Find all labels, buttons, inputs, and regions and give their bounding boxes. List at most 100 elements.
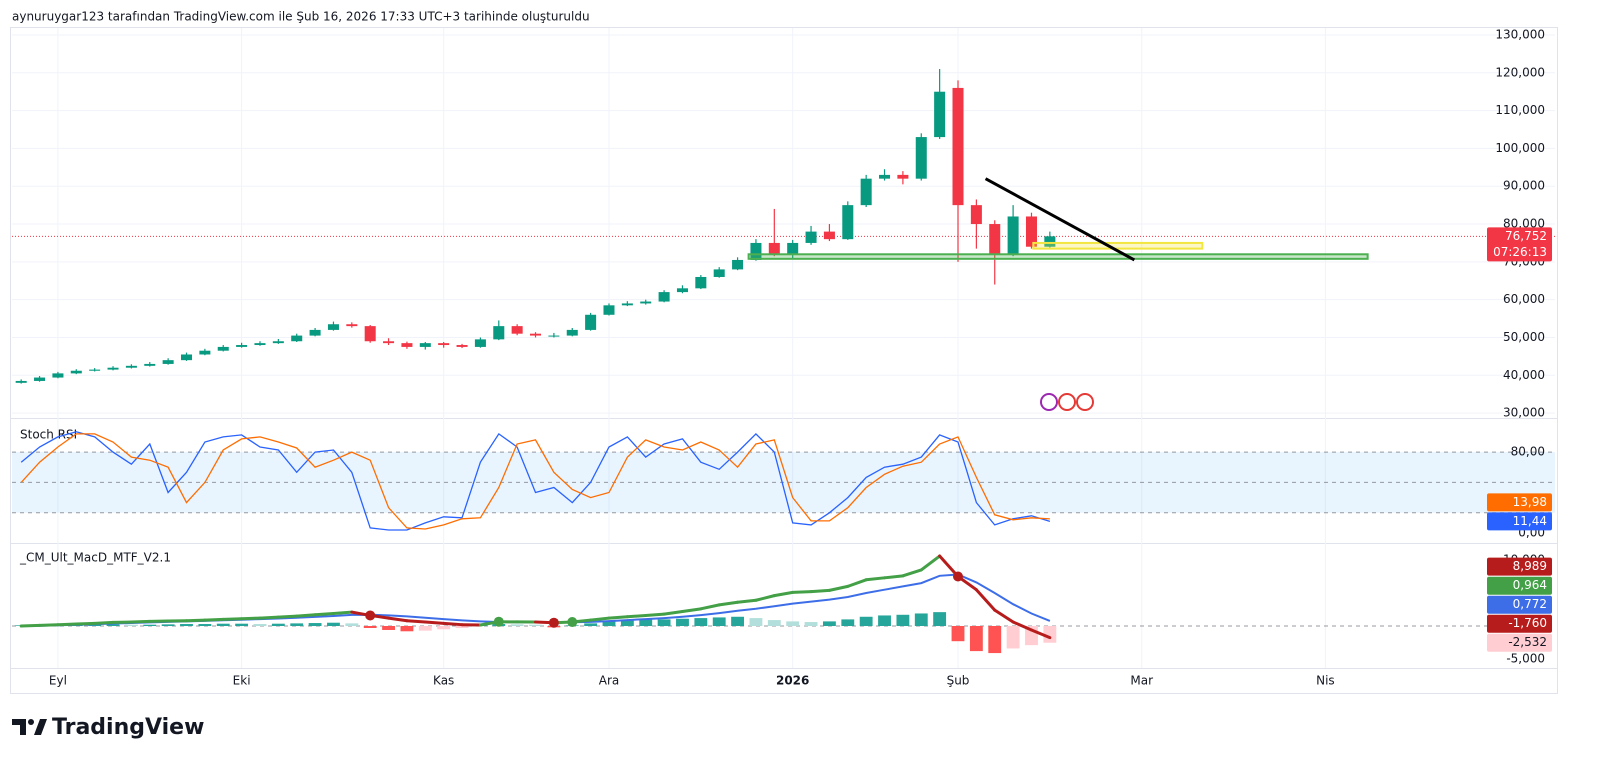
last-price-box bbox=[1487, 227, 1552, 262]
x-tick-label: Nis bbox=[1316, 674, 1335, 688]
countdown: 07:26:13 bbox=[1493, 245, 1547, 259]
y-tick-label: 120,000 bbox=[1495, 65, 1545, 79]
candle-body bbox=[989, 224, 1001, 255]
x-tick-label: 2026 bbox=[776, 674, 809, 688]
macd-segment bbox=[295, 613, 317, 618]
macd-readout-box bbox=[1487, 633, 1552, 652]
histogram-bar bbox=[896, 614, 910, 627]
candle-body bbox=[493, 326, 505, 340]
candle-body bbox=[530, 333, 542, 336]
icon[interactable] bbox=[1058, 393, 1076, 411]
stoch-line bbox=[20, 433, 1050, 530]
icon[interactable] bbox=[1040, 393, 1058, 411]
histogram-bar bbox=[639, 619, 653, 627]
histogram-bar bbox=[969, 626, 983, 652]
cross-dot bbox=[953, 571, 964, 582]
macd-segment bbox=[607, 615, 629, 620]
histogram-bar bbox=[988, 626, 1002, 654]
macd-segment bbox=[662, 609, 684, 616]
candle-body bbox=[162, 360, 174, 364]
candle-body bbox=[805, 231, 817, 243]
histogram-bar bbox=[529, 624, 542, 627]
macd-segment bbox=[203, 617, 225, 622]
cross-dot bbox=[567, 617, 578, 628]
macd-segment bbox=[442, 621, 464, 627]
histogram-bar bbox=[363, 626, 377, 628]
macd-segment bbox=[625, 613, 648, 619]
y-tick-label: 130,000 bbox=[1495, 27, 1545, 41]
pane-title: _CM_Ult_MacD_MTF_V2.1 bbox=[19, 551, 171, 565]
candle-body bbox=[695, 276, 707, 289]
macd-segment bbox=[423, 620, 446, 625]
macd-readout: 0,964 bbox=[1513, 578, 1547, 592]
y-tick-label: 40,000 bbox=[1503, 368, 1545, 382]
candle-body bbox=[1025, 216, 1037, 247]
candle-body bbox=[309, 329, 321, 336]
histogram-bar bbox=[951, 626, 965, 642]
last-price-label: 76,752 bbox=[1505, 229, 1547, 243]
y-tick-label: 80,00 bbox=[1511, 445, 1545, 459]
histogram-bar bbox=[106, 624, 120, 627]
y-tick-label: 100,000 bbox=[1495, 141, 1545, 155]
candle-body bbox=[346, 324, 358, 327]
macd-segment bbox=[405, 619, 427, 624]
candle-body bbox=[879, 174, 891, 179]
candle-body bbox=[272, 341, 284, 344]
histogram-bar bbox=[308, 623, 322, 627]
histogram-bar bbox=[382, 626, 395, 630]
brand: TradingView bbox=[52, 715, 204, 740]
candle-body bbox=[915, 137, 927, 179]
chart-frame bbox=[10, 27, 1558, 694]
histogram-bar bbox=[253, 624, 267, 627]
candle-body bbox=[107, 367, 119, 370]
candle-body bbox=[511, 326, 523, 334]
event-icons[interactable] bbox=[1040, 393, 1094, 411]
logo-mark bbox=[28, 719, 34, 725]
candle-body bbox=[750, 242, 762, 260]
x-tick-label: Mar bbox=[1130, 674, 1153, 688]
candle-body bbox=[621, 303, 633, 306]
y-tick-label: 90,000 bbox=[1503, 179, 1545, 193]
candle-body bbox=[823, 231, 835, 240]
stoch-readout: 11,44 bbox=[1513, 514, 1547, 528]
macd-segment bbox=[864, 576, 887, 582]
histogram-bar bbox=[88, 624, 102, 627]
macd-segment bbox=[74, 621, 97, 626]
histogram-bar bbox=[767, 620, 781, 627]
candle-body bbox=[125, 365, 137, 368]
macd-segment bbox=[19, 623, 42, 628]
candle-body bbox=[566, 329, 578, 336]
histogram-bar bbox=[161, 624, 175, 627]
histogram-bar bbox=[620, 620, 634, 627]
macd-segment bbox=[331, 610, 354, 615]
icon[interactable] bbox=[1076, 393, 1094, 411]
macd-segment bbox=[93, 620, 115, 625]
logo-mark bbox=[12, 719, 26, 735]
macd-segment bbox=[919, 554, 942, 572]
histogram-bar bbox=[841, 619, 855, 627]
histogram-bar bbox=[455, 626, 469, 628]
histogram-bar bbox=[602, 620, 616, 627]
candle-body bbox=[548, 335, 560, 337]
macd-segment bbox=[772, 590, 795, 598]
candle-body bbox=[640, 301, 652, 304]
macd-segment bbox=[791, 590, 813, 594]
candle-body bbox=[934, 91, 946, 138]
histogram-bar bbox=[143, 624, 157, 627]
histogram-bar bbox=[216, 623, 230, 627]
candle-body bbox=[732, 259, 744, 270]
histogram-bar bbox=[822, 621, 836, 627]
histogram-bar bbox=[676, 618, 689, 627]
stoch-readout: 13,98 bbox=[1513, 495, 1547, 509]
pane-title: Stoch RSI bbox=[20, 428, 77, 442]
macd-readout: 0,772 bbox=[1513, 597, 1547, 611]
y-tick-label: 50,000 bbox=[1503, 330, 1545, 344]
macd-readout-box bbox=[1487, 614, 1552, 633]
candle-body bbox=[401, 343, 413, 347]
macd-segment bbox=[809, 588, 831, 594]
macd-segment bbox=[258, 615, 280, 620]
logo: TradingView bbox=[12, 715, 204, 740]
candle-body bbox=[291, 335, 303, 342]
histogram-bar bbox=[859, 616, 873, 627]
